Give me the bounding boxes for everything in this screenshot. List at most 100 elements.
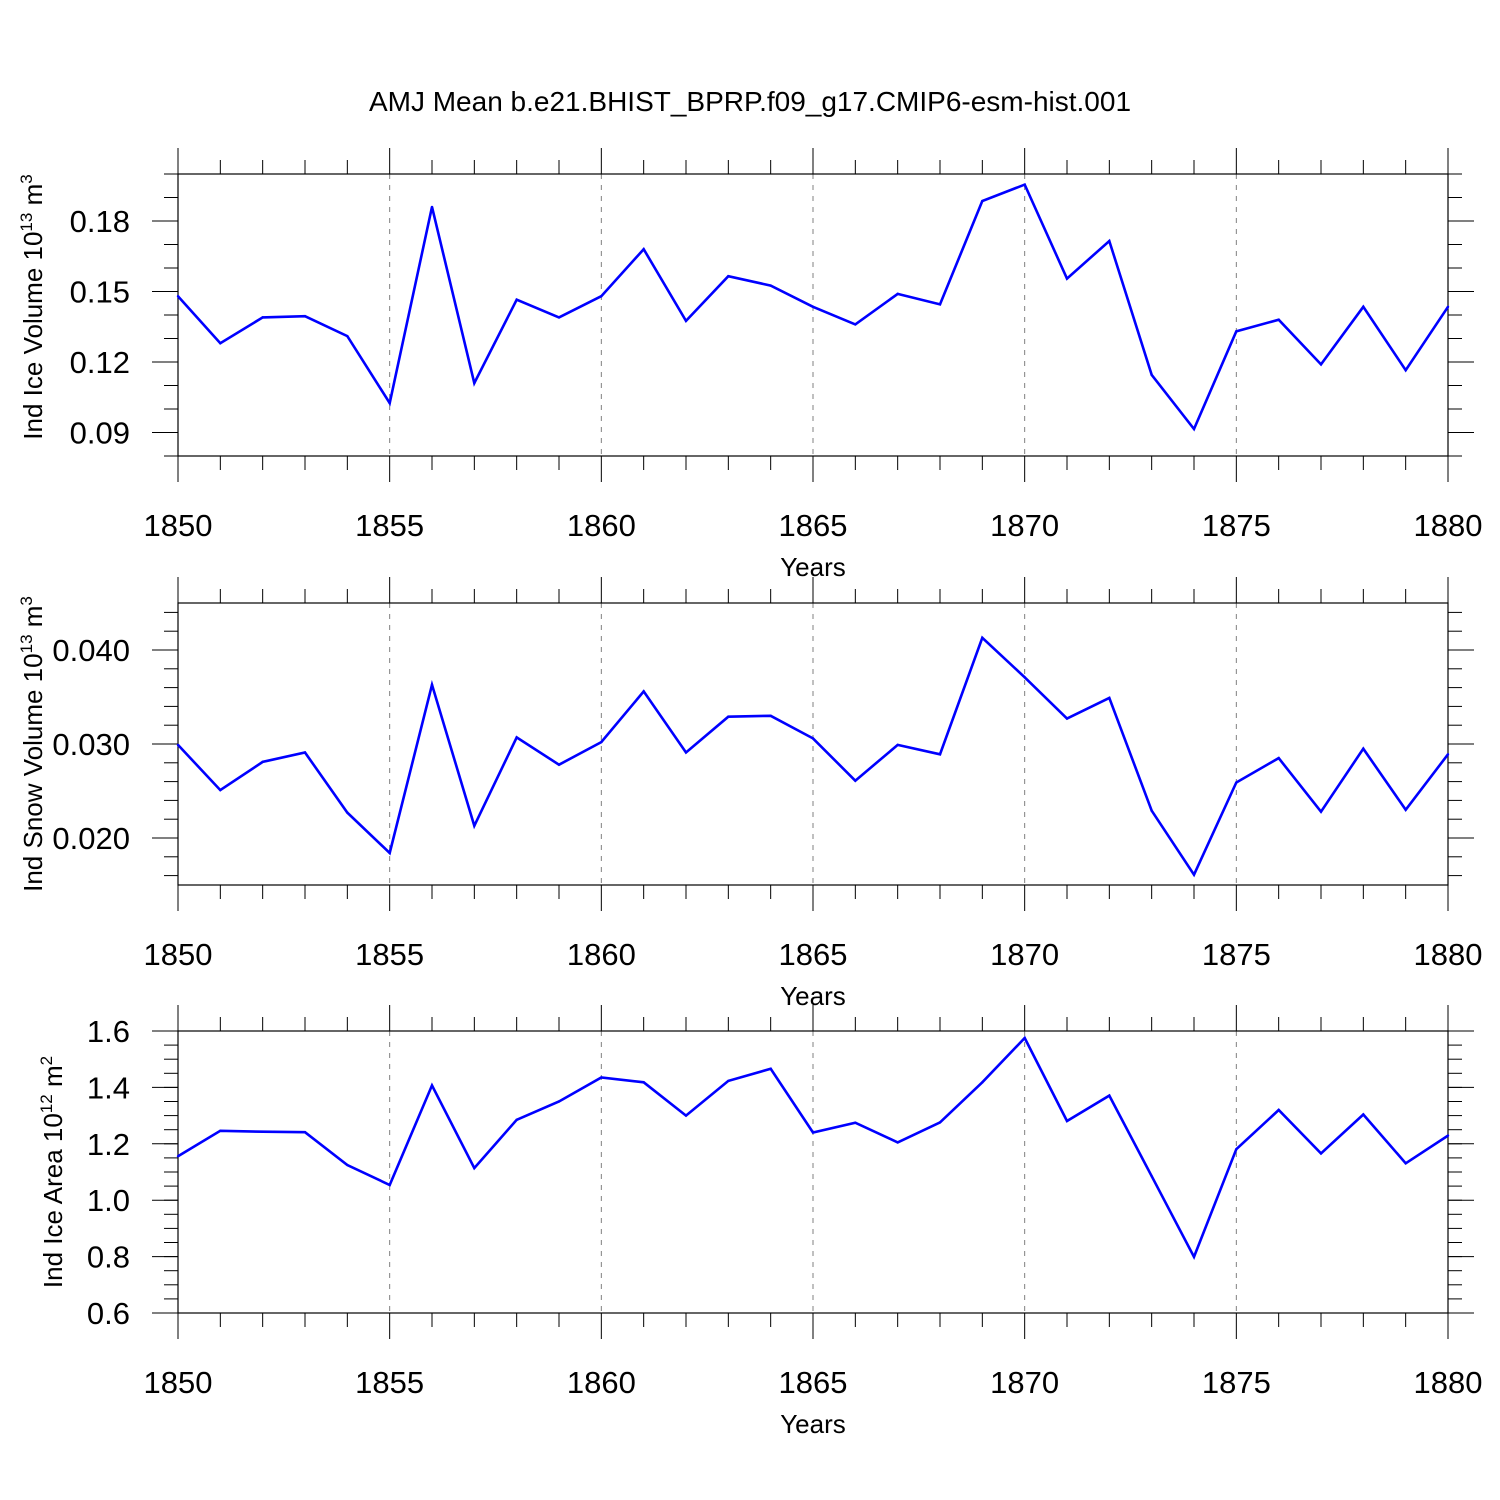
data-point bbox=[176, 1155, 180, 1158]
x-tick-label: 1870 bbox=[990, 508, 1059, 543]
x-tick-label: 1850 bbox=[144, 1365, 213, 1400]
panel-snow-volume: 0.020 0.030 0.040 1850 1855 1860 1865 1870 1875 1… bbox=[17, 577, 1482, 1011]
x-tick-label: 1865 bbox=[779, 508, 848, 543]
data-point bbox=[811, 737, 815, 740]
data-point bbox=[811, 1131, 815, 1134]
data-point bbox=[981, 199, 984, 203]
data-point bbox=[1192, 427, 1196, 431]
data-point bbox=[1235, 781, 1238, 784]
data-point bbox=[219, 342, 222, 345]
data-point bbox=[557, 316, 561, 319]
x-tick-label: 1870 bbox=[990, 1365, 1059, 1400]
data-point bbox=[1065, 1119, 1069, 1123]
data-point bbox=[896, 743, 899, 747]
data-point bbox=[642, 1081, 645, 1084]
y-tick-label: 1.0 bbox=[87, 1183, 130, 1218]
data-point bbox=[1446, 305, 1450, 308]
y-tick-label: 0.09 bbox=[70, 416, 130, 451]
x-tick-label: 1850 bbox=[144, 937, 213, 972]
panel-ice-area: 0.6 0.8 1.0 1.2 1.4 1.6 1850 1855 1860 1865 1870 18… bbox=[37, 1005, 1482, 1439]
y-tick-label: 0.020 bbox=[52, 821, 130, 856]
data-point bbox=[600, 1076, 603, 1079]
data-point bbox=[1319, 810, 1323, 813]
data-point bbox=[1108, 239, 1111, 243]
data-point bbox=[727, 1079, 730, 1083]
plot-frame bbox=[177, 173, 1449, 457]
data-point bbox=[896, 1141, 899, 1144]
y-tick-label: 0.18 bbox=[70, 204, 130, 239]
figure-title: AMJ Mean b.e21.BHIST_BPRP.f09_g17.CMIP6-… bbox=[368, 86, 1132, 117]
data-point bbox=[1108, 696, 1111, 700]
y-tick-label: 0.6 bbox=[87, 1296, 130, 1331]
data-point bbox=[769, 714, 772, 717]
data-point bbox=[515, 1118, 518, 1122]
data-point bbox=[642, 248, 645, 251]
data-point bbox=[261, 760, 264, 764]
data-point bbox=[261, 316, 264, 319]
data-point bbox=[600, 740, 603, 744]
data-point bbox=[1319, 1152, 1323, 1155]
data-point bbox=[938, 753, 942, 756]
y-tick-label: 0.030 bbox=[52, 727, 130, 762]
series-line bbox=[177, 1035, 1449, 1261]
x-tick-label: 1855 bbox=[355, 937, 424, 972]
x-tick-label: 1875 bbox=[1202, 1365, 1271, 1400]
data-point bbox=[1277, 1108, 1280, 1112]
data-point bbox=[684, 319, 688, 323]
data-point bbox=[515, 736, 518, 739]
data-point bbox=[854, 323, 857, 326]
data-point bbox=[176, 295, 180, 298]
data-point bbox=[600, 295, 603, 298]
data-point bbox=[1446, 753, 1450, 756]
data-point bbox=[219, 788, 222, 792]
y-tick-label: 0.12 bbox=[70, 345, 130, 380]
data-point bbox=[219, 1129, 222, 1133]
y-tick-label: 0.15 bbox=[70, 275, 130, 310]
data-point bbox=[1277, 318, 1280, 321]
x-tick-label: 1855 bbox=[355, 508, 424, 543]
data-point bbox=[557, 1100, 561, 1103]
data-point bbox=[557, 763, 561, 766]
data-point bbox=[388, 851, 391, 855]
data-point bbox=[1108, 1094, 1111, 1097]
y-axis-label: Ind Ice Area 1012 m2 bbox=[37, 1056, 68, 1288]
plot-frame bbox=[177, 602, 1449, 886]
data-point bbox=[1319, 363, 1323, 366]
data-point bbox=[303, 314, 307, 318]
data-point bbox=[727, 275, 730, 278]
x-tick-label: 1880 bbox=[1414, 1365, 1483, 1400]
data-point bbox=[938, 1121, 942, 1124]
data-point bbox=[303, 751, 307, 754]
x-tick-label: 1860 bbox=[567, 1365, 636, 1400]
data-point bbox=[642, 690, 645, 693]
data-point bbox=[896, 292, 899, 296]
data-point bbox=[769, 284, 772, 287]
data-point bbox=[473, 1166, 476, 1170]
x-tick-label: 1860 bbox=[567, 937, 636, 972]
data-point bbox=[1023, 183, 1026, 186]
data-point bbox=[1362, 1113, 1365, 1116]
y-tick-label: 1.2 bbox=[87, 1127, 130, 1162]
data-point bbox=[430, 205, 434, 209]
panel-ice-volume: 0.09 0.12 0.15 0.18 1850 1855 1860 1865 1870 1875… bbox=[17, 148, 1482, 582]
x-axis-label: Years bbox=[780, 1409, 846, 1439]
data-point bbox=[811, 305, 815, 308]
y-tick-label: 1.4 bbox=[87, 1070, 130, 1105]
data-point bbox=[769, 1067, 772, 1070]
data-point bbox=[1404, 369, 1407, 372]
x-tick-label: 1855 bbox=[355, 1365, 424, 1400]
data-point bbox=[346, 1163, 349, 1167]
data-point bbox=[346, 334, 349, 338]
data-point bbox=[303, 1131, 307, 1134]
data-point bbox=[727, 715, 730, 718]
data-point bbox=[1150, 809, 1153, 812]
data-point bbox=[854, 779, 857, 782]
data-point bbox=[1192, 873, 1196, 876]
x-tick-label: 1880 bbox=[1414, 937, 1483, 972]
x-tick-label: 1875 bbox=[1202, 937, 1271, 972]
x-tick-label: 1875 bbox=[1202, 508, 1271, 543]
data-point bbox=[854, 1121, 857, 1124]
x-tick-label: 1865 bbox=[779, 1365, 848, 1400]
data-point bbox=[1235, 330, 1238, 333]
